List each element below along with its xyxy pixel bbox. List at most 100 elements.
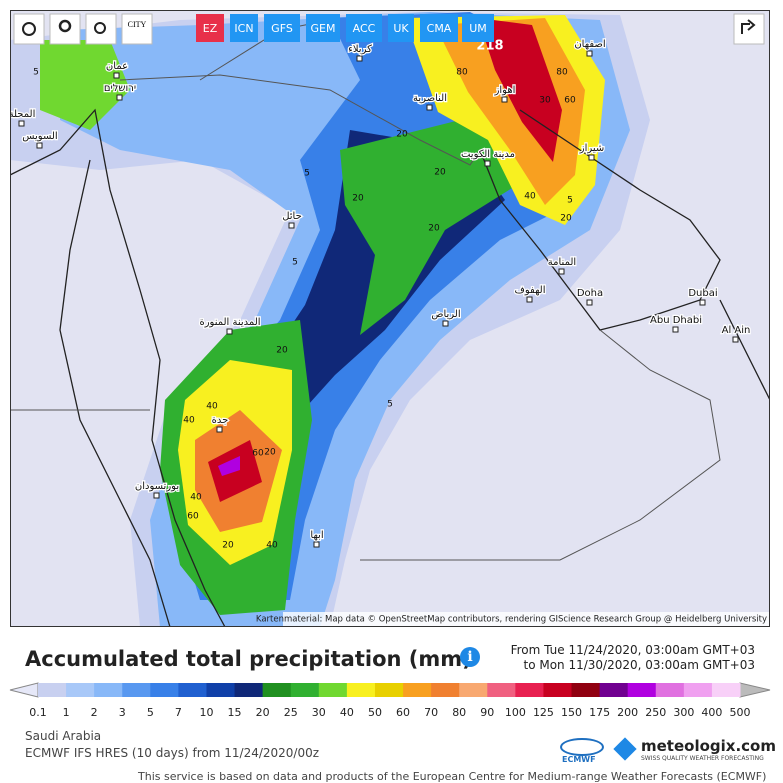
city-label: Al Ain bbox=[722, 325, 751, 336]
legend-label: 25 bbox=[284, 706, 298, 719]
city-dot bbox=[699, 299, 706, 306]
legend-label: 40 bbox=[340, 706, 354, 719]
city-label: الرياض bbox=[431, 309, 460, 320]
model-label[interactable]: GFS bbox=[271, 22, 293, 35]
contour-label: 60 bbox=[564, 96, 576, 106]
model-button[interactable] bbox=[264, 14, 300, 42]
contour-label: 20 bbox=[560, 214, 572, 224]
contour-label: 40 bbox=[206, 402, 218, 412]
model-label[interactable]: ACC bbox=[353, 22, 376, 35]
contour-label: 5 bbox=[33, 68, 39, 78]
legend-label: 60 bbox=[396, 706, 410, 719]
city-dot bbox=[356, 55, 363, 62]
tool-button[interactable] bbox=[13, 13, 45, 45]
city-label: الناصرية bbox=[413, 93, 447, 104]
precip-25 bbox=[340, 115, 525, 335]
legend-label: 200 bbox=[617, 706, 638, 719]
legend-swatch bbox=[543, 683, 573, 697]
model-button[interactable] bbox=[306, 14, 340, 42]
coastline bbox=[59, 159, 171, 627]
model-button[interactable] bbox=[196, 14, 224, 42]
model-label[interactable]: ICN bbox=[234, 22, 253, 35]
legend-label: 125 bbox=[533, 706, 554, 719]
info-icon[interactable]: i bbox=[460, 647, 480, 667]
legend-label: 90 bbox=[480, 706, 494, 719]
model-button[interactable] bbox=[346, 14, 382, 42]
model-button[interactable] bbox=[230, 14, 258, 42]
legend-label: 175 bbox=[589, 706, 610, 719]
legend-swatch bbox=[515, 683, 544, 697]
city-dot bbox=[116, 94, 123, 101]
city-dot bbox=[18, 120, 25, 127]
legend-swatch bbox=[627, 683, 657, 697]
contour-label: 20 bbox=[352, 194, 364, 204]
model-button[interactable] bbox=[462, 14, 494, 42]
city-label: كربلاء bbox=[348, 44, 372, 55]
city-label: المحلة bbox=[9, 109, 36, 120]
city-dot bbox=[588, 154, 595, 161]
contour-label: 20 bbox=[434, 168, 446, 178]
city-dot bbox=[313, 541, 320, 548]
legend-arrow-left bbox=[9, 682, 39, 698]
border bbox=[119, 74, 481, 166]
legend-label: 5 bbox=[147, 706, 154, 719]
contour-label: 20 bbox=[276, 346, 288, 356]
legend-swatch bbox=[150, 683, 179, 697]
legend-label: 3 bbox=[119, 706, 126, 719]
legend-label: 80 bbox=[452, 706, 466, 719]
legend-swatch bbox=[178, 683, 207, 697]
coastline bbox=[10, 108, 226, 627]
notice: This service is based on data and produc… bbox=[138, 770, 767, 783]
city-dot bbox=[586, 50, 593, 57]
zoom-icon bbox=[94, 22, 106, 34]
contour-label: 30 bbox=[539, 96, 551, 106]
city-dot bbox=[36, 142, 43, 149]
brand[interactable]: meteologix.com bbox=[641, 737, 776, 755]
city-label: السويس bbox=[22, 131, 57, 142]
legend-swatch bbox=[206, 683, 236, 697]
legend-label: 70 bbox=[424, 706, 438, 719]
city-label: بورتسودان bbox=[135, 481, 179, 492]
tool-button[interactable] bbox=[49, 13, 81, 45]
legend-swatch bbox=[459, 683, 488, 697]
map-layer: كربلاء عمان ירושלים المحلة السويس الناصرية اهو… bbox=[9, 10, 770, 627]
contour-label: 5 bbox=[387, 400, 393, 410]
legend-label: 300 bbox=[673, 706, 694, 719]
model-button[interactable] bbox=[388, 14, 414, 42]
share-icon bbox=[741, 19, 756, 34]
attribution: Kartenmaterial: Map data © OpenStreetMap… bbox=[256, 615, 767, 625]
attribution-bg bbox=[283, 612, 770, 627]
model-label[interactable]: CMA bbox=[427, 22, 452, 35]
contour-label: 5 bbox=[304, 169, 310, 179]
tool-button[interactable] bbox=[121, 13, 153, 45]
pin-icon bbox=[58, 19, 72, 33]
coastline bbox=[479, 109, 721, 331]
tool-button[interactable] bbox=[85, 13, 117, 45]
contour-label: 20 bbox=[222, 541, 234, 551]
model-label[interactable]: EZ bbox=[203, 22, 218, 35]
model-button[interactable] bbox=[420, 14, 458, 42]
city-label: المدينة المنورة bbox=[199, 317, 260, 328]
legend-swatch bbox=[94, 683, 123, 697]
city-label: مدينة الكويت bbox=[461, 149, 515, 160]
model-label[interactable]: GEM bbox=[311, 22, 336, 35]
legend-swatch bbox=[374, 683, 404, 697]
city-dot bbox=[526, 296, 533, 303]
city-dot bbox=[226, 328, 233, 335]
precip-200 bbox=[218, 456, 240, 476]
city-label: Doha bbox=[577, 288, 603, 299]
city-label: حائل bbox=[282, 211, 302, 222]
precip-60 bbox=[435, 18, 585, 205]
contour-label: 218 bbox=[476, 39, 503, 54]
model-label[interactable]: UM bbox=[469, 22, 487, 35]
model-label[interactable]: UK bbox=[393, 22, 409, 35]
city-label: شيراز bbox=[579, 143, 605, 154]
contour-label: 80 bbox=[456, 68, 468, 78]
city-label: Dubai bbox=[688, 288, 717, 299]
contour-label: 5 bbox=[567, 196, 573, 206]
city-label: جدة bbox=[212, 415, 229, 426]
city-dot bbox=[153, 492, 160, 499]
city-dot bbox=[732, 336, 739, 343]
city-label: المنامة bbox=[548, 257, 576, 268]
